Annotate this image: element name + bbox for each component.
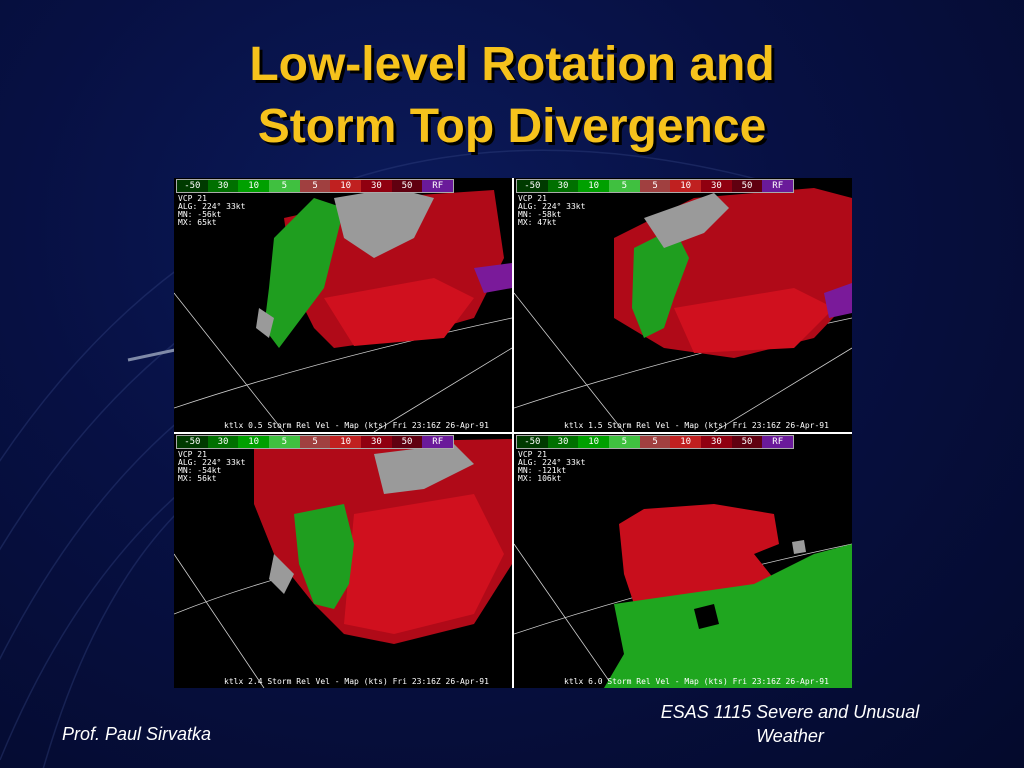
course-name: ESAS 1115 Severe and Unusual Weather (640, 700, 940, 748)
scale-label: -50 (517, 436, 548, 448)
radar-panel-0.5: -50 30 10 5 5 10 30 50 RF VCP 21 ALG: 224… (174, 178, 512, 432)
scale-label: 5 (299, 436, 331, 448)
velocity-image (514, 504, 852, 688)
alg-label: ALG: 224° 33kt (178, 202, 246, 211)
scale-label: 10 (578, 436, 610, 448)
title-line-2: Storm Top Divergence (257, 100, 767, 153)
velocity-image (514, 188, 852, 432)
velocity-color-scale: -50 30 10 5 5 10 30 50 RF (176, 435, 454, 449)
radar-info: VCP 21 ALG: 224° 33kt MN: -58kt MX: 47kt (518, 195, 585, 227)
scale-label: 30 (361, 180, 392, 192)
vcp-label: VCP 21 (178, 450, 207, 459)
scale-label: 10 (238, 436, 270, 448)
panel-caption: ktlx 2.4 Storm Rel Vel - Map (kts) Fri 2… (224, 677, 489, 686)
scale-label: 10 (670, 436, 702, 448)
panel-caption: ktlx 6.0 Storm Rel Vel - Map (kts) Fri 2… (564, 677, 829, 686)
scale-label: 10 (670, 180, 702, 192)
scale-label: RF (422, 180, 454, 192)
scale-label: 30 (547, 436, 579, 448)
scale-label: 10 (238, 180, 270, 192)
radar-panel-6.0: -50 30 10 5 5 10 30 50 RF VCP 21 ALG: 224… (514, 434, 852, 688)
vcp-label: VCP 21 (518, 450, 547, 459)
max-velocity: MX: 56kt (178, 474, 217, 483)
scale-label: RF (762, 180, 794, 192)
panel-caption: ktlx 0.5 Storm Rel Vel - Map (kts) Fri 2… (224, 421, 489, 430)
scale-label: -50 (517, 180, 548, 192)
scale-label: 5 (639, 436, 671, 448)
min-velocity: MN: -56kt (178, 210, 222, 219)
radar-info: VCP 21 ALG: 224° 33kt MN: -54kt MX: 56kt (178, 451, 245, 483)
scale-label: 5 (609, 436, 640, 448)
radar-info: VCP 21 ALG: 224° 33kt MN: -56kt MX: 65kt (178, 195, 245, 227)
scale-label: RF (422, 436, 454, 448)
radar-panel-grid: -50 30 10 5 5 10 30 50 RF VCP 21 ALG: 224… (174, 178, 852, 688)
scale-label: 10 (330, 180, 362, 192)
scale-label: 30 (701, 436, 732, 448)
alg-label: ALG: 224° 33kt (518, 458, 586, 467)
course-name-line-1: ESAS 1115 Severe and Unusual (660, 702, 920, 722)
alg-label: ALG: 224° 33kt (518, 202, 586, 211)
scale-label: 5 (269, 436, 300, 448)
velocity-color-scale: -50 30 10 5 5 10 30 50 RF (516, 435, 794, 449)
scale-label: 30 (361, 436, 392, 448)
scale-label: 30 (701, 180, 732, 192)
course-name-line-2: Weather (756, 726, 824, 746)
scale-label: 50 (731, 180, 763, 192)
scale-label: 30 (207, 436, 239, 448)
velocity-image (174, 439, 512, 688)
scale-label: 50 (731, 436, 763, 448)
velocity-color-scale: -50 30 10 5 5 10 30 50 RF (176, 179, 454, 193)
panel-caption: ktlx 1.5 Storm Rel Vel - Map (kts) Fri 2… (564, 421, 829, 430)
scale-label: 5 (609, 180, 640, 192)
velocity-image (174, 188, 512, 432)
title-line-1: Low-level Rotation and (249, 38, 775, 91)
author-name: Prof. Paul Sirvatka (62, 724, 212, 744)
scale-label: 5 (269, 180, 300, 192)
scale-label: 50 (391, 436, 423, 448)
min-velocity: MN: -121kt (518, 466, 567, 475)
scale-label: 30 (547, 180, 579, 192)
scale-label: 50 (391, 180, 423, 192)
scale-label: 5 (639, 180, 671, 192)
scale-label: 5 (299, 180, 331, 192)
radar-panel-1.5: -50 30 10 5 5 10 30 50 RF VCP 21 ALG: 224… (514, 178, 852, 432)
slide-title: Low-level Rotation and Storm Top Diverge… (0, 34, 1024, 158)
min-velocity: MN: -54kt (178, 466, 222, 475)
vcp-label: VCP 21 (518, 194, 547, 203)
max-velocity: MX: 65kt (178, 218, 217, 227)
scale-label: RF (762, 436, 794, 448)
scale-label: -50 (177, 436, 208, 448)
velocity-color-scale: -50 30 10 5 5 10 30 50 RF (516, 179, 794, 193)
radar-panel-2.4: -50 30 10 5 5 10 30 50 RF VCP 21 ALG: 224… (174, 434, 512, 688)
radar-info: VCP 21 ALG: 224° 33kt MN: -121kt MX: 106kt (518, 451, 585, 483)
max-velocity: MX: 106kt (518, 474, 562, 483)
scale-label: 10 (578, 180, 610, 192)
alg-label: ALG: 224° 33kt (178, 458, 246, 467)
scale-label: 10 (330, 436, 362, 448)
scale-label: 30 (207, 180, 239, 192)
vcp-label: VCP 21 (178, 194, 207, 203)
min-velocity: MN: -58kt (518, 210, 562, 219)
max-velocity: MX: 47kt (518, 218, 557, 227)
scale-label: -50 (177, 180, 208, 192)
